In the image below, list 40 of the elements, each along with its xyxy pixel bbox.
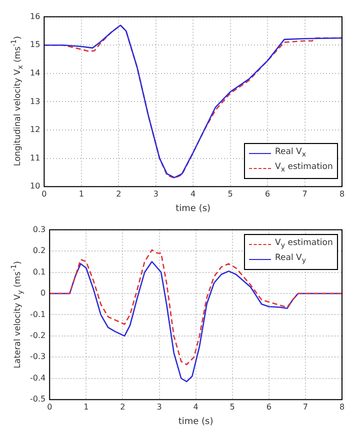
x-axis-title: time (s): [176, 204, 211, 214]
x-tick-label: 1: [84, 402, 89, 412]
y-tick-label: 12: [30, 125, 40, 134]
y-tick-label: 10: [30, 182, 40, 191]
y-tick-label: -0.4: [30, 373, 46, 382]
y-tick-label: 0.1: [32, 267, 46, 276]
x-tick-label: 1: [78, 189, 84, 198]
y-tick-label: 15: [30, 40, 40, 50]
y-tick-label: -0.3: [30, 352, 46, 362]
x-tick-label: 5: [230, 402, 235, 412]
y-tick-label: 14: [30, 68, 40, 78]
y-tick-label: 0: [40, 288, 46, 298]
x-tick-label: 2: [120, 402, 126, 412]
legend-label: Real V$_{y}$: [275, 253, 306, 266]
x-tick-label: 0: [47, 402, 52, 412]
x-tick-label: 6: [265, 189, 270, 198]
x-tick-label: 4: [193, 402, 198, 412]
legend-label: V$_{x}$ estimation: [275, 162, 333, 174]
y-tick-label: 16: [30, 12, 40, 21]
x-tick-label: 6: [266, 402, 272, 412]
y-tick-label: 0.3: [32, 224, 46, 234]
x-tick-label: 8: [339, 402, 345, 412]
y-tick-label: 13: [30, 96, 40, 106]
y-tick-label: -0.1: [30, 310, 46, 319]
x-tick-label: 8: [339, 189, 345, 198]
legend-label: V$_{y}$ estimation: [275, 238, 333, 250]
y-tick-label: -0.5: [30, 394, 46, 404]
x-tick-label: 7: [302, 189, 308, 198]
x-tick-label: 3: [153, 189, 158, 198]
x-axis-title: time (s): [178, 416, 214, 427]
y-tick-label: 0.2: [32, 246, 46, 256]
x-tick-label: 3: [156, 402, 162, 412]
line-series: [50, 249, 342, 366]
y-tick-label: -0.2: [30, 331, 46, 340]
x-tick-label: 7: [302, 402, 308, 412]
legend-label: Real V$_{x}$: [275, 147, 306, 159]
x-tick-label: 5: [228, 189, 233, 198]
x-tick-label: 2: [116, 189, 122, 198]
y-tick-label: 11: [30, 153, 40, 162]
x-tick-label: 4: [190, 189, 196, 198]
